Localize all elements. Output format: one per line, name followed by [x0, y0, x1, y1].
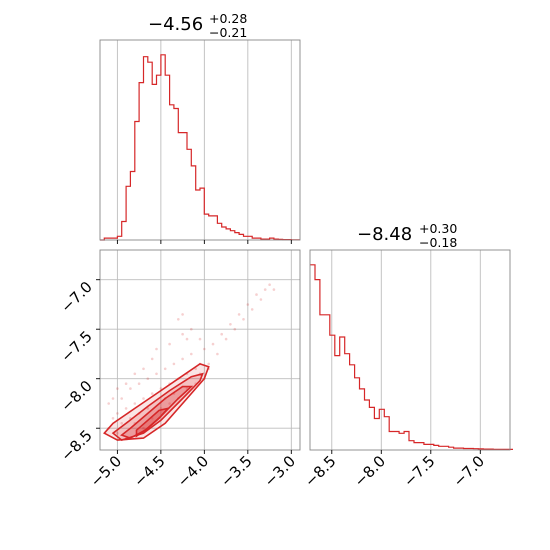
joint-y-tick-labels: −7.0 −7.5 −8.0 −8.5: [57, 278, 95, 465]
histogram-2-title: −8.48: [357, 224, 412, 245]
joint-scatter-point-70: [198, 337, 202, 341]
joint-scatter-point-18: [172, 362, 176, 366]
histogram-2-tick-marks: [331, 450, 481, 454]
joint-scatter-point-15: [146, 377, 150, 381]
joint-scatter-point-11: [111, 417, 115, 420]
histogram-2-gridlines: [331, 250, 481, 450]
joint-scatter-point-57: [224, 337, 228, 341]
joint-scatter-point-9: [124, 407, 128, 410]
joint-scatter-point-55: [181, 332, 184, 336]
joint-scatter-point-23: [220, 332, 223, 336]
joint-scatter-point-58: [233, 327, 237, 331]
histogram-1-title: −4.56: [148, 14, 203, 35]
joint-scatter-point-19: [181, 357, 184, 361]
joint-scatter-points: [107, 283, 276, 440]
joint-contours: [103, 363, 210, 441]
joint-tick-marks: [96, 279, 292, 454]
joint-scatter-point-22: [211, 342, 215, 346]
joint-scatter-point-6: [150, 392, 154, 395]
joint-y-tick-label-0: −7.0: [57, 278, 95, 316]
joint-scatter-point-7: [142, 397, 145, 400]
joint-scatter-point-27: [255, 293, 258, 296]
histogram-2-x-tick-label-0: −8.5: [301, 452, 339, 490]
joint-scatter-point-32: [150, 357, 154, 361]
histogram-2-step-line: [310, 264, 513, 450]
histogram-panel-2: −8.5 −8.0 −7.5 −7.0 −8.48 +0.30 −0.18: [301, 221, 513, 491]
joint-scatter-point-26: [246, 303, 250, 306]
histogram-1-tick-marks: [116, 240, 292, 244]
joint-scatter-point-8: [133, 402, 137, 405]
joint-scatter-point-53: [155, 347, 158, 351]
histogram-2-title-upper: +0.30: [419, 221, 457, 236]
joint-x-tick-label-4: −3.0: [261, 452, 299, 490]
joint-scatter-point-60: [250, 308, 254, 311]
joint-scatter-point-69: [181, 313, 184, 316]
histogram-2-frame: [309, 249, 511, 451]
joint-scatter-point-28: [263, 288, 267, 291]
joint-scatter-point-24: [229, 323, 232, 326]
joint-scatter-point-33: [133, 372, 137, 376]
joint-scatter-point-49: [216, 352, 219, 356]
joint-scatter-point-21: [203, 347, 206, 351]
joint-scatter-point-17: [163, 367, 167, 371]
joint-x-tick-label-0: −5.0: [87, 452, 125, 490]
joint-scatter-point-56: [190, 327, 193, 331]
joint-scatter-point-68: [207, 362, 210, 366]
joint-scatter-point-71: [259, 298, 263, 301]
histogram-2-x-tick-labels: −8.5 −8.0 −7.5 −7.0: [301, 452, 488, 490]
joint-scatter-point-34: [116, 387, 119, 390]
joint-y-tick-label-1: −7.5: [57, 327, 95, 365]
joint-x-tick-labels: −5.0 −4.5 −4.0 −3.5 −3.0: [87, 452, 299, 490]
joint-scatter-point-50: [142, 367, 145, 371]
joint-scatter-point-40: [142, 426, 145, 430]
joint-scatter-point-30: [177, 318, 180, 321]
joint-scatter-point-51: [124, 382, 128, 386]
joint-scatter-point-52: [111, 397, 115, 400]
histogram-2-title-lower: −0.18: [419, 235, 457, 250]
joint-x-tick-label-3: −3.5: [217, 452, 255, 490]
joint-y-tick-label-2: −8.0: [57, 377, 95, 415]
histogram-1-step-line: [100, 54, 300, 241]
joint-scatter-point-14: [137, 382, 141, 386]
joint-scatter-point-31: [185, 337, 189, 341]
joint-scatter-point-25: [237, 313, 241, 316]
joint-scatter-point-72: [272, 288, 276, 291]
histogram-1-title-upper: +0.28: [209, 11, 247, 26]
joint-frame: [99, 249, 301, 451]
joint-contour-3: [135, 407, 171, 438]
histogram-2-x-tick-label-3: −7.0: [450, 452, 488, 490]
joint-y-tick-label-3: −8.5: [57, 426, 95, 464]
histogram-1-frame: [99, 39, 301, 241]
joint-scatter-point-59: [242, 318, 245, 321]
joint-scatter-point-43: [168, 402, 171, 405]
joint-scatter-point-13: [129, 387, 132, 390]
histogram-2-x-tick-label-2: −7.5: [400, 452, 438, 490]
joint-scatter-point-20: [190, 352, 193, 356]
joint-x-tick-label-1: −4.5: [130, 452, 168, 490]
joint-x-tick-label-2: −4.0: [174, 452, 212, 490]
joint-scatter-point-35: [107, 402, 110, 405]
histogram-1-title-lower: −0.21: [209, 25, 247, 40]
histogram-panel-1: −4.56 +0.28 −0.21: [99, 11, 301, 244]
joint-scatter-point-10: [116, 412, 119, 415]
joint-scatter-point-29: [268, 283, 271, 287]
joint-gridlines: [100, 250, 300, 450]
joint-scatter-point-16: [155, 372, 158, 376]
joint-scatter-point-12: [120, 397, 123, 400]
joint-scatter-point-54: [168, 342, 171, 346]
joint-scatter-point-64: [120, 422, 123, 425]
joint-panel: −5.0 −4.5 −4.0 −3.5 −3.0 −7.0 −7.5 −8.0 −8.5: [57, 249, 301, 491]
joint-scatter-point-37: [116, 431, 119, 435]
histogram-2-x-tick-label-1: −8.0: [351, 452, 389, 490]
